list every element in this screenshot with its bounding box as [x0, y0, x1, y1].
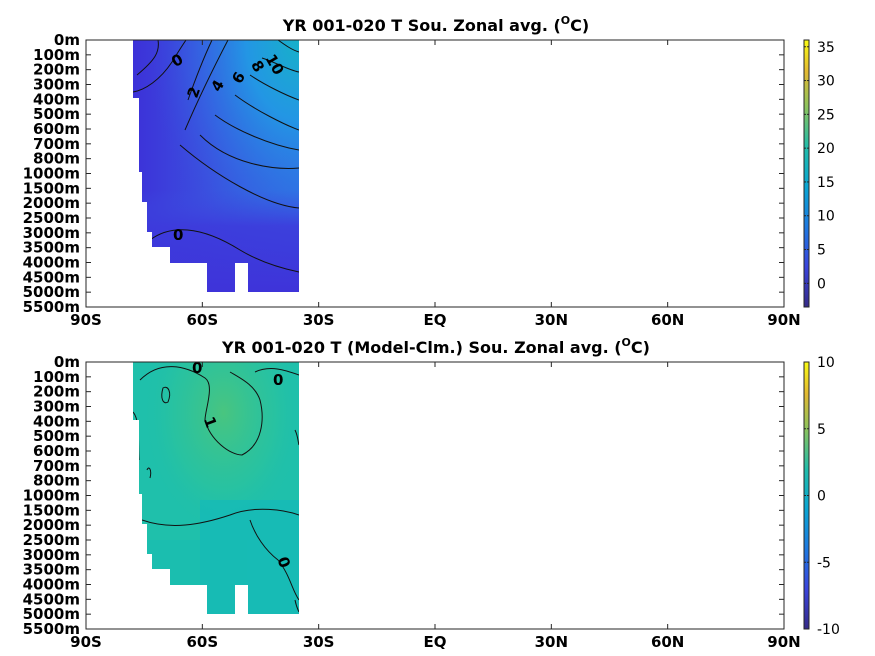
top-colorbar-ticks: 0 5 10 15 20 25 30 35 — [804, 40, 835, 292]
y-tick-label: 0m — [54, 31, 80, 49]
y-tick-label: 4500m — [23, 268, 80, 286]
y-tick-label: 100m — [33, 368, 80, 386]
y-tick-label: 400m — [33, 90, 80, 108]
y-tick-label: 200m — [33, 383, 80, 401]
colorbar-tick-label: 10 — [817, 355, 835, 371]
y-tick-label: 300m — [33, 398, 80, 416]
colorbar-tick-label: 25 — [817, 107, 835, 123]
colorbar-tick-label: 20 — [817, 141, 835, 157]
y-tick-label: 2000m — [23, 194, 80, 212]
y-tick-label: 3500m — [23, 239, 80, 257]
colorbar-tick-label: 15 — [817, 175, 835, 191]
x-tick-label: EQ — [424, 311, 447, 329]
colorbar-tick-label: 5 — [817, 422, 826, 438]
top-colorbar — [803, 39, 810, 308]
y-tick-label: 4500m — [23, 590, 80, 608]
bottom-axis-ticks: 90S 60S 30S EQ 30N 60N 90N0m100m200m300m400m50… — [23, 353, 801, 651]
y-tick-label: 200m — [33, 61, 80, 79]
top-axis-ticks: 90S 60S 30S EQ 30N 60N 90N0m100m200m300m400m50… — [23, 31, 801, 329]
bottom-colorbar-ticks: 10 5 0 -5 -10 — [804, 355, 840, 638]
x-tick-label: 90S — [70, 311, 102, 329]
y-tick-label: 2000m — [23, 516, 80, 534]
y-tick-label: 700m — [33, 135, 80, 153]
colorbar-tick-label: -5 — [817, 555, 831, 571]
y-tick-label: 3500m — [23, 561, 80, 579]
x-tick-label: 90N — [767, 633, 800, 651]
y-tick-label: 400m — [33, 412, 80, 430]
x-tick-label: 90S — [70, 633, 102, 651]
y-tick-label: 1500m — [23, 501, 80, 519]
y-tick-label: 800m — [33, 472, 80, 490]
colorbar-tick-label: 30 — [817, 74, 835, 90]
y-tick-label: 0m — [54, 353, 80, 371]
x-tick-label: 30N — [535, 311, 568, 329]
x-tick-label: 60N — [651, 633, 684, 651]
y-tick-label: 3000m — [23, 224, 80, 242]
top-field — [133, 40, 299, 292]
y-tick-label: 1000m — [23, 165, 80, 183]
contour-label: 0 — [273, 371, 283, 389]
contour-label: 0 — [192, 359, 202, 377]
x-tick-label: 90N — [767, 311, 800, 329]
y-tick-label: 1000m — [23, 487, 80, 505]
y-tick-label: 500m — [33, 105, 80, 123]
top-chart-title: YR 001-020 T Sou. Zonal avg. (OC) — [282, 14, 589, 35]
y-tick-label: 500m — [33, 427, 80, 445]
y-tick-label: 700m — [33, 457, 80, 475]
y-tick-label: 3000m — [23, 546, 80, 564]
y-tick-label: 4000m — [23, 576, 80, 594]
colorbar-tick-label: 0 — [817, 489, 826, 505]
y-tick-label: 100m — [33, 46, 80, 64]
x-tick-label: 30N — [535, 633, 568, 651]
x-tick-label: 60N — [651, 311, 684, 329]
y-tick-label: 2500m — [23, 531, 80, 549]
x-tick-label: 30S — [303, 633, 335, 651]
x-tick-label: 30S — [303, 311, 335, 329]
x-tick-label: 60S — [186, 311, 218, 329]
bottom-contour-labels: 0 0 1 0 — [192, 359, 294, 570]
y-tick-label: 600m — [33, 120, 80, 138]
bottom-chart-title: YR 001-020 T (Model-Clm.) Sou. Zonal avg… — [221, 336, 650, 357]
colorbar-tick-label: 35 — [817, 40, 835, 56]
x-tick-label: EQ — [424, 633, 447, 651]
y-tick-label: 600m — [33, 442, 80, 460]
x-tick-label: 60S — [186, 633, 218, 651]
y-tick-label: 4000m — [23, 254, 80, 272]
y-tick-label: 5500m — [23, 298, 80, 316]
colorbar-tick-label: -10 — [817, 622, 840, 638]
y-tick-label: 800m — [33, 150, 80, 168]
colorbar-tick-label: 0 — [817, 276, 826, 292]
colorbar-tick-label: 5 — [817, 243, 826, 259]
contour-label: 0 — [173, 226, 183, 244]
bottom-panel: YR 001-020 T (Model-Clm.) Sou. Zonal avg… — [23, 336, 840, 651]
colorbar-tick-label: 10 — [817, 209, 835, 225]
y-tick-label: 5500m — [23, 620, 80, 638]
y-tick-label: 2500m — [23, 209, 80, 227]
y-tick-label: 5000m — [23, 605, 80, 623]
y-tick-label: 5000m — [23, 283, 80, 301]
top-panel: YR 001-020 T Sou. Zonal avg. (OC) 0 2 — [23, 14, 835, 329]
y-tick-label: 300m — [33, 76, 80, 94]
y-tick-label: 1500m — [23, 179, 80, 197]
